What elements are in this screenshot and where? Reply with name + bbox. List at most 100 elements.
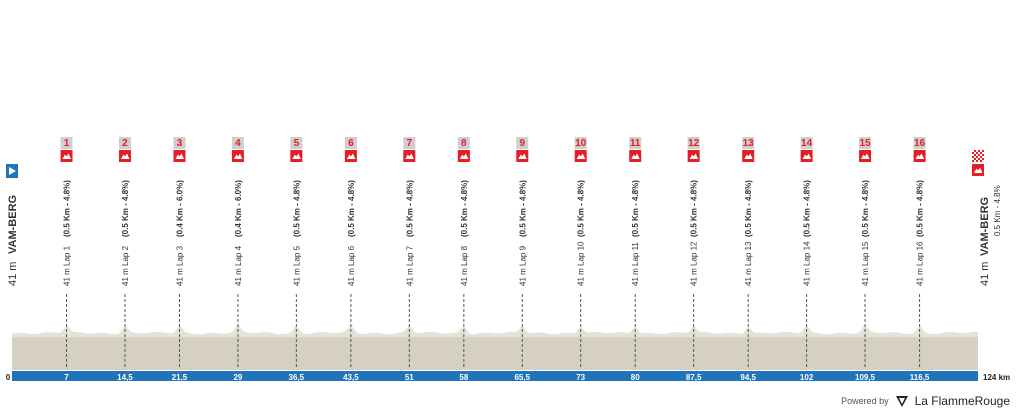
lap-climb: (0.5 Km - 4.8%): [292, 180, 301, 237]
lap-climb: (0.5 Km - 4.8%): [121, 180, 130, 237]
lap-number-box: [859, 137, 872, 149]
distance-axis-bar: [12, 371, 978, 381]
mountain-icon: [346, 153, 356, 159]
lap-label: 41 m Lap 14: [803, 241, 812, 286]
mountain-icon: [744, 153, 753, 159]
mountain-icon: [120, 153, 130, 159]
lap-number-box: [344, 137, 357, 149]
lap-number-box: [629, 137, 642, 149]
lap-label: 41 m Lap 3: [175, 245, 184, 286]
lap-number-box: [913, 137, 926, 149]
lap-label: 41 m Lap 4: [234, 245, 243, 286]
lap-marker: 11 41 m Lap 11 (0.5 Km - 4.8%): [629, 137, 642, 368]
tick-label: 36,5: [289, 373, 305, 382]
lap-climb: (0.5 Km - 4.8%): [347, 180, 356, 237]
lap-marker: 9 41 m Lap 9 (0.5 Km - 4.8%): [516, 137, 529, 368]
lap-label: 41 m Lap 16: [916, 241, 925, 286]
climb-icon-bg: [231, 150, 244, 162]
mountain-icon: [62, 153, 72, 159]
lap-climb: (0.5 Km - 4.8%): [631, 180, 640, 237]
lap-label: 41 m Lap 10: [577, 241, 586, 286]
climb-icon-bg: [574, 150, 587, 162]
lap-number: 3: [177, 138, 183, 149]
lap-label: 41 m Lap 7: [405, 245, 414, 286]
finish-name: VAM-BERG: [979, 197, 991, 256]
lap-climb: (0.4 Km - 6.0%): [175, 180, 184, 237]
lap-marker: 10 41 m Lap 10 (0.5 Km - 4.8%): [574, 137, 587, 368]
play-icon: [9, 167, 16, 175]
lap-number: 8: [461, 138, 467, 149]
lap-number: 11: [630, 138, 641, 149]
lap-climb: (0.5 Km - 4.8%): [577, 180, 586, 237]
finish-marker: 41 m VAM-BERG 0.5 Km - 4.8%: [972, 150, 1002, 286]
start-elevation: 41 m: [7, 262, 19, 286]
lap-climb: (0.5 Km - 4.8%): [405, 180, 414, 237]
lap-number: 9: [519, 138, 525, 149]
lap-marker: 13 41 m Lap 13 (0.5 Km - 4.8%): [742, 137, 755, 368]
finish-elevation: 41 m: [979, 262, 991, 286]
climb-icon-bg: [344, 150, 357, 162]
tick-label: 58: [459, 373, 468, 382]
mountain-icon: [915, 153, 925, 159]
lap-number: 4: [235, 138, 241, 149]
climb-icon-bg: [742, 150, 755, 162]
lap-marker: 7 41 m Lap 7 (0.5 Km - 4.8%): [403, 137, 416, 368]
lap-number: 6: [348, 138, 354, 149]
lap-label: 41 m Lap 9: [518, 245, 527, 286]
tick-label: 14,5: [117, 373, 133, 382]
mountain-icon: [631, 153, 640, 159]
climb-icon-bg: [516, 150, 529, 162]
lap-number-box: [742, 137, 755, 149]
start-name: VAM-BERG: [7, 195, 19, 254]
lap-number: 14: [801, 138, 813, 149]
lap-label: 41 m Lap 1: [63, 245, 72, 286]
footer-credit: Powered by La FlammeRouge: [841, 392, 1010, 410]
climb-icon-bg: [800, 150, 813, 162]
lap-label: 41 m Lap 2: [121, 245, 130, 286]
tick-label: 87,5: [686, 373, 702, 382]
lap-climb: (0.4 Km - 6.0%): [234, 180, 243, 237]
lap-climb: (0.5 Km - 4.8%): [803, 180, 812, 237]
mountain-icon: [518, 153, 527, 159]
mountain-icon: [292, 153, 301, 159]
lap-number: 12: [688, 138, 700, 149]
lap-number: 15: [859, 138, 871, 149]
tick-label: 65,5: [514, 373, 530, 382]
finish-mountain-icon: [974, 167, 983, 173]
tick-label: 102: [800, 373, 814, 382]
lap-marker: 5 41 m Lap 5 (0.5 Km - 4.8%): [290, 137, 303, 368]
lap-marker: 3 41 m Lap 3 (0.4 Km - 6.0%): [173, 137, 186, 368]
mountain-icon: [405, 153, 414, 159]
lap-number-box: [60, 137, 73, 149]
lap-marker: 4 41 m Lap 4 (0.4 Km - 6.0%): [231, 137, 244, 368]
climb-icon-bg: [859, 150, 872, 162]
lap-marker: 6 41 m Lap 6 (0.5 Km - 4.8%): [344, 137, 357, 368]
lap-number-box: [800, 137, 813, 149]
climb-icon-bg: [687, 150, 700, 162]
climb-icon-bg: [290, 150, 303, 162]
mountain-icon: [175, 153, 184, 159]
lap-number-box: [118, 137, 131, 149]
lap-label: 41 m Lap 13: [744, 241, 753, 286]
lap-marker: 16 41 m Lap 16 (0.5 Km - 4.8%): [913, 137, 926, 368]
start-marker: 41 m VAM-BERG: [6, 164, 19, 286]
lap-marker: 12 41 m Lap 12 (0.5 Km - 4.8%): [687, 137, 700, 368]
lap-number: 16: [914, 138, 926, 149]
lap-climb: (0.5 Km - 4.8%): [690, 180, 699, 237]
lap-climb: (0.5 Km - 4.8%): [518, 180, 527, 237]
tick-label: 94,5: [740, 373, 756, 382]
tick-label: 21,5: [172, 373, 188, 382]
lap-number-box: [231, 137, 244, 149]
lap-label: 41 m Lap 11: [631, 242, 640, 286]
tick-label: 73: [576, 373, 585, 382]
lap-climb: (0.5 Km - 4.8%): [460, 180, 469, 237]
finish-climb: 0.5 Km - 4.8%: [993, 185, 1002, 236]
climb-icon-bg: [913, 150, 926, 162]
tick-label: 116,5: [910, 373, 930, 382]
lap-climb: (0.5 Km - 4.8%): [916, 180, 925, 237]
lap-number-box: [290, 137, 303, 149]
lap-marker: 2 41 m Lap 2 (0.5 Km - 4.8%): [118, 137, 131, 368]
brand-name: La FlammeRouge: [914, 394, 1010, 408]
climb-icon-bg: [403, 150, 416, 162]
